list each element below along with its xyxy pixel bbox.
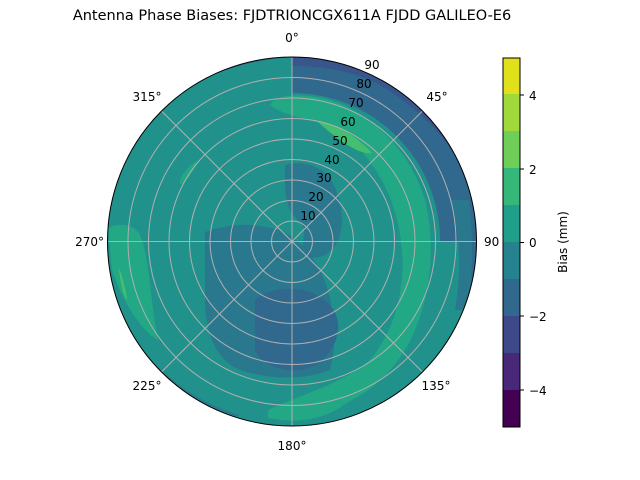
radius-label-70: 70 [348, 96, 363, 110]
radius-label-90: 90 [364, 58, 379, 72]
radius-label-80: 80 [356, 77, 371, 91]
angle-label-135: 135° [422, 379, 451, 393]
colorbar-tick-neg2: −2 [529, 310, 547, 324]
colorbar-tick-neg4: −4 [529, 384, 547, 398]
angle-label-315: 315° [133, 90, 162, 104]
angle-label-90: 90 [484, 235, 499, 249]
radius-label-60: 60 [340, 115, 355, 129]
colorbar-tick-0: 0 [529, 236, 537, 250]
radius-label-20: 20 [308, 190, 323, 204]
angle-label-225: 225° [133, 379, 162, 393]
radius-label-30: 30 [316, 171, 331, 185]
angle-label-180: 180° [278, 439, 307, 453]
angle-label-0: 0° [285, 31, 299, 45]
angular-grid [107, 57, 477, 426]
plot-border [107, 56, 477, 427]
chart-title: Antenna Phase Biases: FJDTRIONCGX611A FJ… [72, 8, 512, 24]
radius-label-50: 50 [332, 134, 347, 148]
colorbar-tick-2: 2 [529, 163, 537, 177]
colorbar-tick-4: 4 [529, 89, 537, 103]
radius-label-10: 10 [300, 209, 315, 223]
colorbar: 4 2 0 −2 −4 Bias (mm) [502, 57, 570, 428]
angle-label-270: 270° [75, 235, 104, 249]
colorbar-label: Bias (mm) [556, 211, 570, 273]
radius-label-40: 40 [324, 153, 339, 167]
angle-label-45: 45° [426, 90, 447, 104]
